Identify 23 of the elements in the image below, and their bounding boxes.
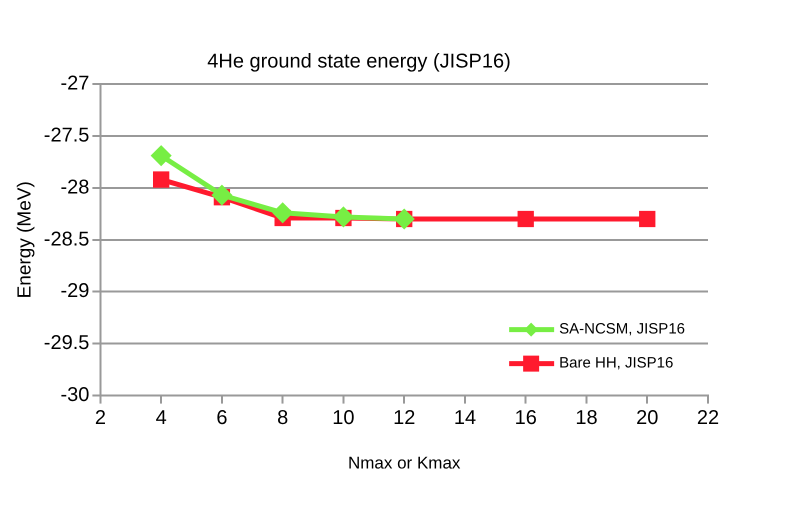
x-tick-label: 12 xyxy=(393,407,416,430)
x-tick-label: 14 xyxy=(454,407,476,430)
x-tick-label: 20 xyxy=(636,407,658,430)
x-tick-label: 2 xyxy=(94,407,106,430)
x-tick-label: 22 xyxy=(696,407,720,430)
x-tick-label: 16 xyxy=(514,407,537,430)
x-axis-title: Nmax or Kmax xyxy=(348,453,461,472)
y-tick-label: -30 xyxy=(60,384,90,406)
y-tick-label: -28.5 xyxy=(44,228,90,250)
x-tick-label: 6 xyxy=(216,407,228,430)
chart-title: 4He ground state energy (JISP16) xyxy=(207,50,511,73)
y-tick-label: -29 xyxy=(60,280,90,302)
x-tick-label: 18 xyxy=(575,407,598,430)
y-tick-label: -27.5 xyxy=(44,124,90,146)
y-tick-label: -27 xyxy=(60,72,90,95)
legend-label: SA-NCSM, JISP16 xyxy=(559,320,686,338)
x-tick-label: 10 xyxy=(332,407,355,430)
y-axis-title: Energy (MeV) xyxy=(14,181,36,298)
y-tick-label: -29.5 xyxy=(44,332,90,354)
x-tick-label: 8 xyxy=(277,407,288,430)
y-tick-label: -28 xyxy=(60,176,90,198)
x-tick-label: 4 xyxy=(156,407,167,430)
legend-label: Bare HH, JISP16 xyxy=(559,354,674,372)
